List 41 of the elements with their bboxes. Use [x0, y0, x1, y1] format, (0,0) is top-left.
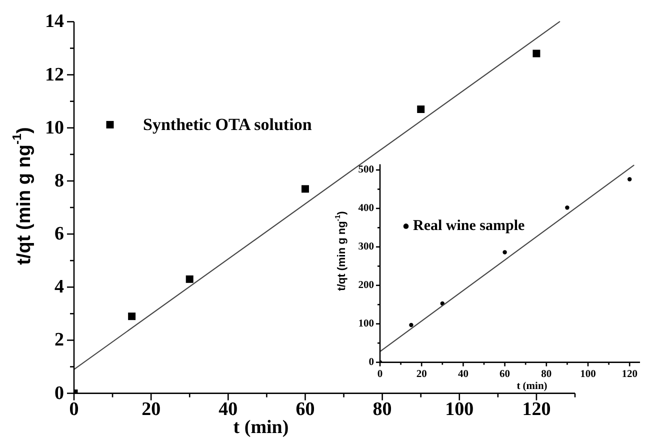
y-tick-label: 0: [54, 382, 64, 404]
point: [627, 177, 632, 182]
x-tick-label: 80: [372, 399, 392, 420]
x-tick-label: 0: [377, 369, 383, 380]
point: [502, 250, 507, 254]
y-tick-label: 2: [54, 330, 64, 351]
y-tick-label: 12: [45, 64, 64, 86]
y-tick-label: 6: [54, 224, 64, 245]
x-tick-label: 60: [296, 399, 315, 420]
point: [301, 185, 309, 193]
x-tick-label: 80: [541, 369, 552, 380]
y-tick-label: 400: [358, 202, 374, 214]
y-tick-label: 200: [358, 280, 374, 291]
x-tick-label: 20: [142, 399, 161, 420]
point: [417, 106, 425, 114]
y-tick-label: 4: [54, 276, 64, 298]
y-tick-label: 0: [368, 356, 374, 368]
y-tick-label: 500: [358, 164, 374, 176]
x-tick-label: 0: [69, 399, 79, 420]
x-tick-label: 60: [500, 369, 510, 380]
legend-label: Synthetic OTA solution: [143, 115, 312, 134]
x-tick-label: 120: [522, 399, 551, 420]
point: [532, 50, 540, 58]
x-tick-label: 40: [458, 369, 468, 380]
y-tick-label: 14: [45, 11, 64, 32]
point: [409, 322, 414, 328]
point: [128, 312, 136, 320]
legend-label: Real wine sample: [413, 218, 525, 234]
x-axis-title: t (min): [233, 417, 289, 438]
y-tick-label: 300: [358, 241, 374, 252]
y-tick-label: 10: [45, 117, 64, 138]
y-tick-label: 8: [54, 170, 64, 192]
x-tick-label: 40: [218, 399, 238, 420]
y-tick-label: 100: [358, 318, 374, 330]
point: [565, 206, 570, 210]
x-tick-label: 20: [416, 369, 427, 380]
x-tick-label: 100: [580, 369, 596, 380]
x-axis-title: t (min): [516, 381, 548, 392]
x-tick-label: 120: [622, 369, 638, 380]
point: [186, 275, 194, 283]
x-tick-label: 100: [445, 399, 474, 420]
